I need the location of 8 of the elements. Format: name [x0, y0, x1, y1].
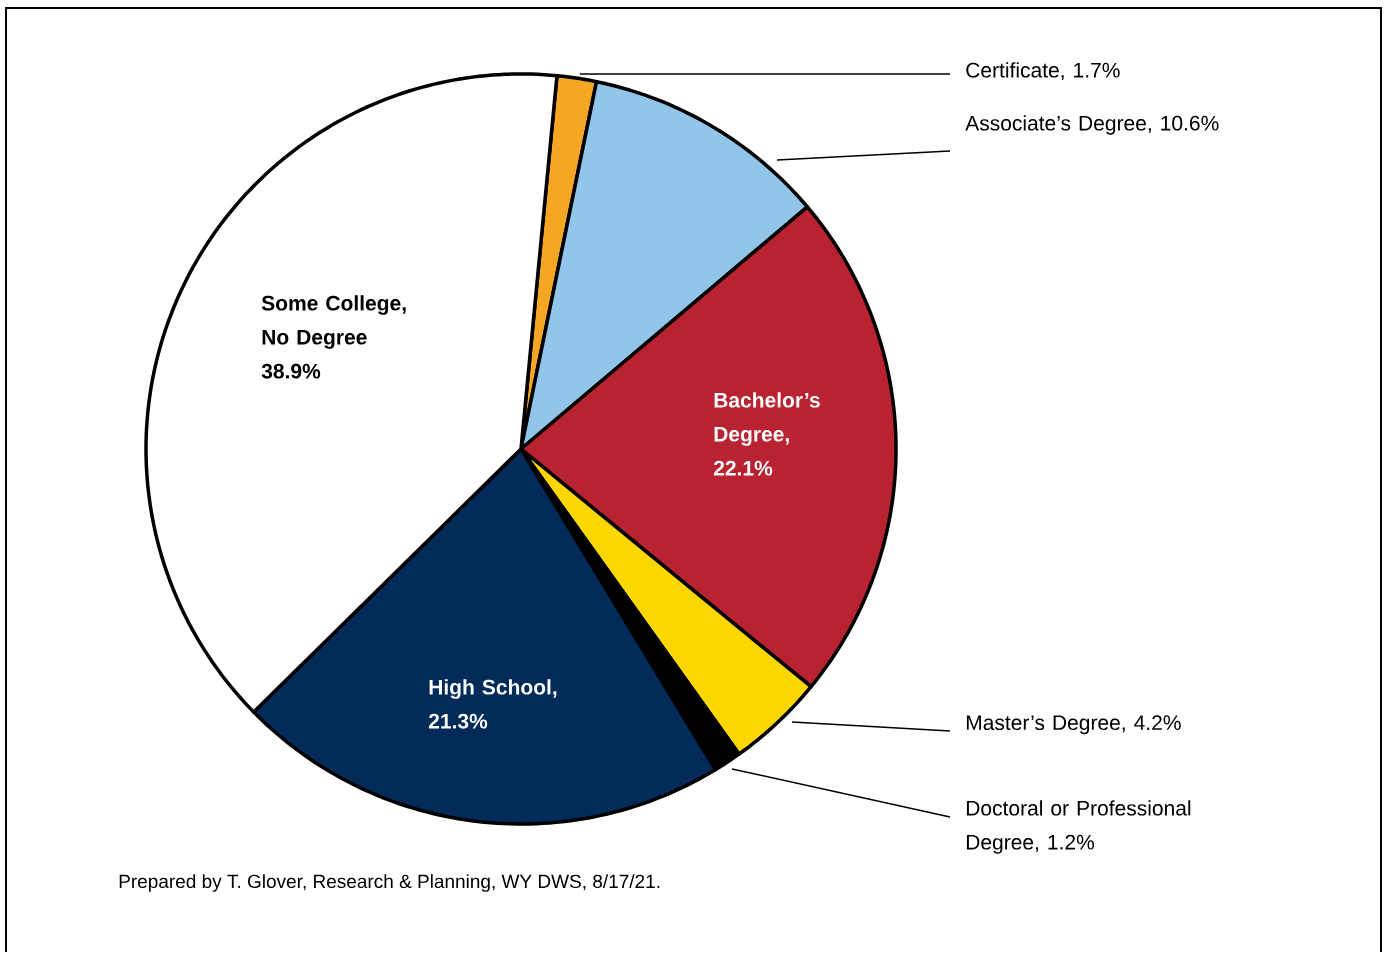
slice-label: Associate’s Degree, 10.6%	[965, 115, 1219, 135]
slice-label: Certificate, 1.7%	[966, 62, 1120, 81]
slice-label: Doctoral or Professional Degree, 1.2%	[966, 800, 1191, 854]
slice-label: Some College, No Degree 38.9%	[261, 295, 406, 379]
slice-label: Master’s Degree, 4.2%	[966, 715, 1181, 735]
text: Prepared by T. Glover, Research & Planning, WY DWS, 8/17/21.	[119, 874, 660, 892]
slice-label: High School, 21.3%	[428, 679, 557, 729]
slice-label: Bachelor’s Degree, 22.1%	[713, 392, 820, 476]
